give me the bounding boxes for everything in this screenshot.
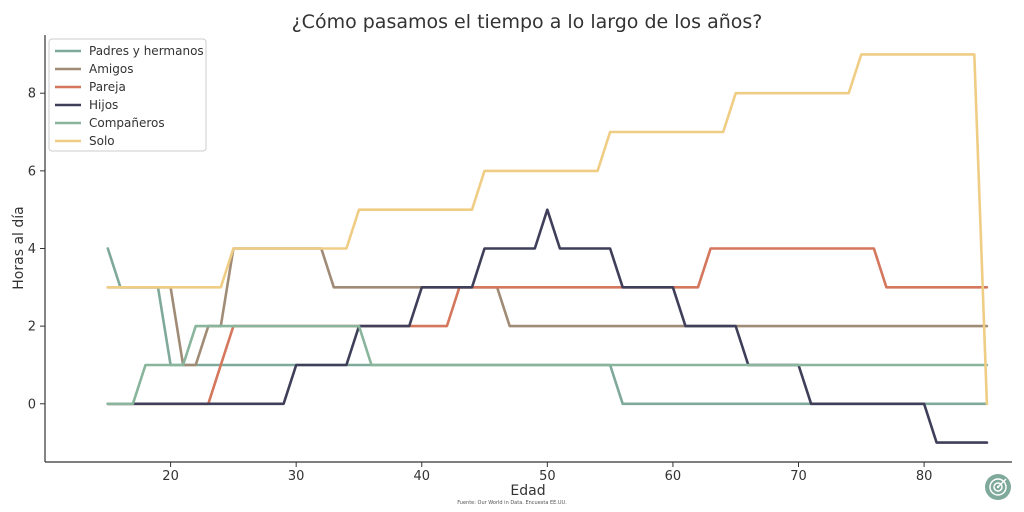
legend-label: Hijos xyxy=(89,98,118,112)
legend-box xyxy=(48,38,207,152)
legend-label: Padres y hermanos xyxy=(89,44,204,58)
series-line-2 xyxy=(106,247,989,367)
x-tick-label: 30 xyxy=(288,469,305,484)
axis-ticks: 20 30 40 50 60 70 80 0 2 4 6 8 xyxy=(28,87,933,484)
chart-title: ¿Cómo pasamos el tiempo a lo largo de lo… xyxy=(292,11,763,33)
plot-area: 20 30 40 50 60 70 80 0 2 4 6 8 xyxy=(28,35,1012,484)
x-tick-label: 80 xyxy=(916,469,933,484)
series-lines xyxy=(106,53,989,444)
legend-label: Pareja xyxy=(89,80,126,94)
x-tick-label: 60 xyxy=(665,469,682,484)
x-tick-label: 40 xyxy=(413,469,430,484)
series-line-4 xyxy=(106,208,989,444)
x-tick-label: 20 xyxy=(162,469,179,484)
legend-label: Solo xyxy=(89,134,115,148)
y-axis-label: Horas al día xyxy=(11,206,27,289)
y-tick-label: 4 xyxy=(28,242,36,257)
series-line-6 xyxy=(106,53,989,406)
source-note: Fuente: Our World in Data. Encuesta EE.U… xyxy=(457,500,567,506)
y-tick-label: 2 xyxy=(28,320,36,335)
y-tick-label: 6 xyxy=(28,164,36,179)
x-tick-label: 50 xyxy=(539,469,556,484)
legend-label: Amigos xyxy=(89,62,133,76)
legend: Padres y hermanos Amigos Pareja Hijos Compañ… xyxy=(48,38,207,152)
x-tick-label: 70 xyxy=(790,469,807,484)
y-tick-label: 0 xyxy=(28,397,36,412)
x-axis-label: Edad xyxy=(510,483,545,499)
target-logo-icon xyxy=(985,474,1011,500)
legend-label: Compañeros xyxy=(89,116,165,130)
series-line-5 xyxy=(106,324,989,406)
y-tick-label: 8 xyxy=(28,87,36,102)
